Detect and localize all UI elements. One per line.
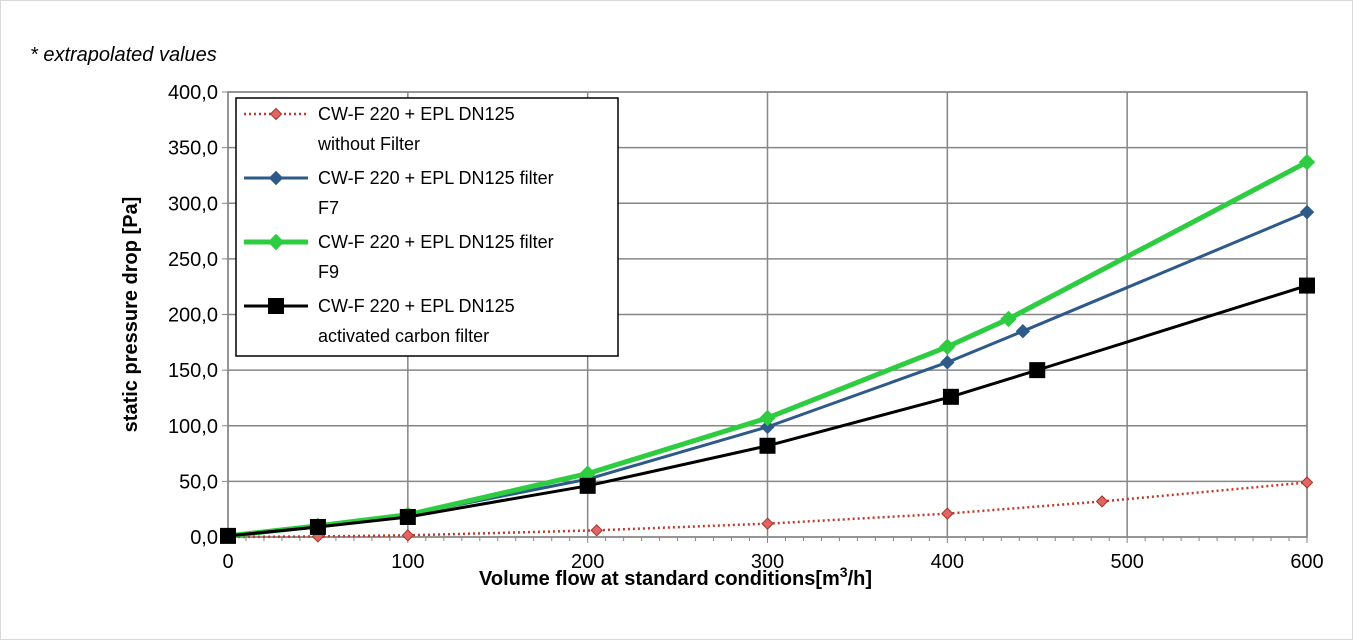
data-point <box>940 355 955 370</box>
y-tick-label: 350,0 <box>168 138 218 160</box>
data-point <box>942 388 959 405</box>
y-tick-label: 50,0 <box>179 471 218 493</box>
data-point <box>399 508 416 525</box>
data-point <box>760 419 775 435</box>
x-tick-label: 600 <box>1290 551 1323 573</box>
legend-marker <box>268 170 284 186</box>
legend-label: F7 <box>318 198 339 218</box>
data-point <box>1095 495 1109 508</box>
x-tick-label: 100 <box>391 551 424 573</box>
legend-box <box>235 97 619 357</box>
legend-label: activated carbon filter <box>318 326 489 346</box>
y-tick-label: 300,0 <box>168 193 218 215</box>
data-point <box>1299 277 1315 294</box>
legend-label: without Filter <box>317 134 420 154</box>
legend-marker <box>267 233 285 251</box>
data-point <box>759 437 776 454</box>
data-point <box>1029 362 1046 379</box>
data-point <box>761 517 774 530</box>
legend-label: CW-F 220 + EPL DN125 filter <box>318 232 554 252</box>
data-point <box>401 529 415 542</box>
y-tick-label: 400,0 <box>168 82 218 104</box>
x-tick-label: 300 <box>751 551 784 573</box>
legend-entry-3: CW-F 220 + EPL DN125 activated carbon fil… <box>244 296 515 346</box>
y-tick-label: 0,0 <box>190 527 218 549</box>
y-tick-label: 100,0 <box>168 416 218 438</box>
data-point <box>1300 476 1314 489</box>
legend-marker <box>269 107 283 121</box>
legend-entry-1: CW-F 220 + EPL DN125 filter F7 <box>244 168 554 218</box>
legend-label: CW-F 220 + EPL DN125 <box>318 104 515 124</box>
data-point <box>579 477 596 494</box>
legend-marker <box>268 298 284 314</box>
x-tick-label: 500 <box>1110 551 1143 573</box>
data-point <box>1298 153 1316 171</box>
legend-label: CW-F 220 + EPL DN125 filter <box>318 168 554 188</box>
y-axis-title: static pressure drop [Pa] <box>120 197 142 433</box>
series <box>219 153 1316 545</box>
data-point <box>759 409 776 427</box>
axes: 0 100 200 300 400 500 600 0,0 50,0 100,0 150,0 200,… <box>168 82 1324 573</box>
x-tick-label: 200 <box>571 551 604 573</box>
legend-entry-2: CW-F 220 + EPL DN125 filter F9 <box>244 232 554 282</box>
legend-label: CW-F 220 + EPL DN125 <box>318 296 515 316</box>
y-tick-label: 250,0 <box>168 249 218 271</box>
series-3 <box>220 277 1315 544</box>
data-point <box>590 524 603 537</box>
data-point <box>1299 204 1315 220</box>
x-tick-label: 400 <box>931 551 964 573</box>
data-point <box>1015 323 1031 339</box>
legend-entry-0: CW-F 220 + EPL DN125 without Filter <box>244 104 515 154</box>
data-point <box>939 338 956 355</box>
series-line <box>227 284 1308 538</box>
data-point <box>220 527 236 544</box>
y-tick-label: 200,0 <box>168 305 218 327</box>
data-point <box>941 507 954 520</box>
y-tick-label: 150,0 <box>168 360 218 382</box>
extrapolated-note: * extrapolated values <box>30 44 217 66</box>
x-axis-title: Volume flow at standard conditions[m3/h] <box>479 564 872 590</box>
legend-label: F9 <box>318 262 339 282</box>
x-tick-label: 0 <box>222 551 233 573</box>
data-point <box>1000 310 1017 328</box>
data-point <box>309 518 326 535</box>
